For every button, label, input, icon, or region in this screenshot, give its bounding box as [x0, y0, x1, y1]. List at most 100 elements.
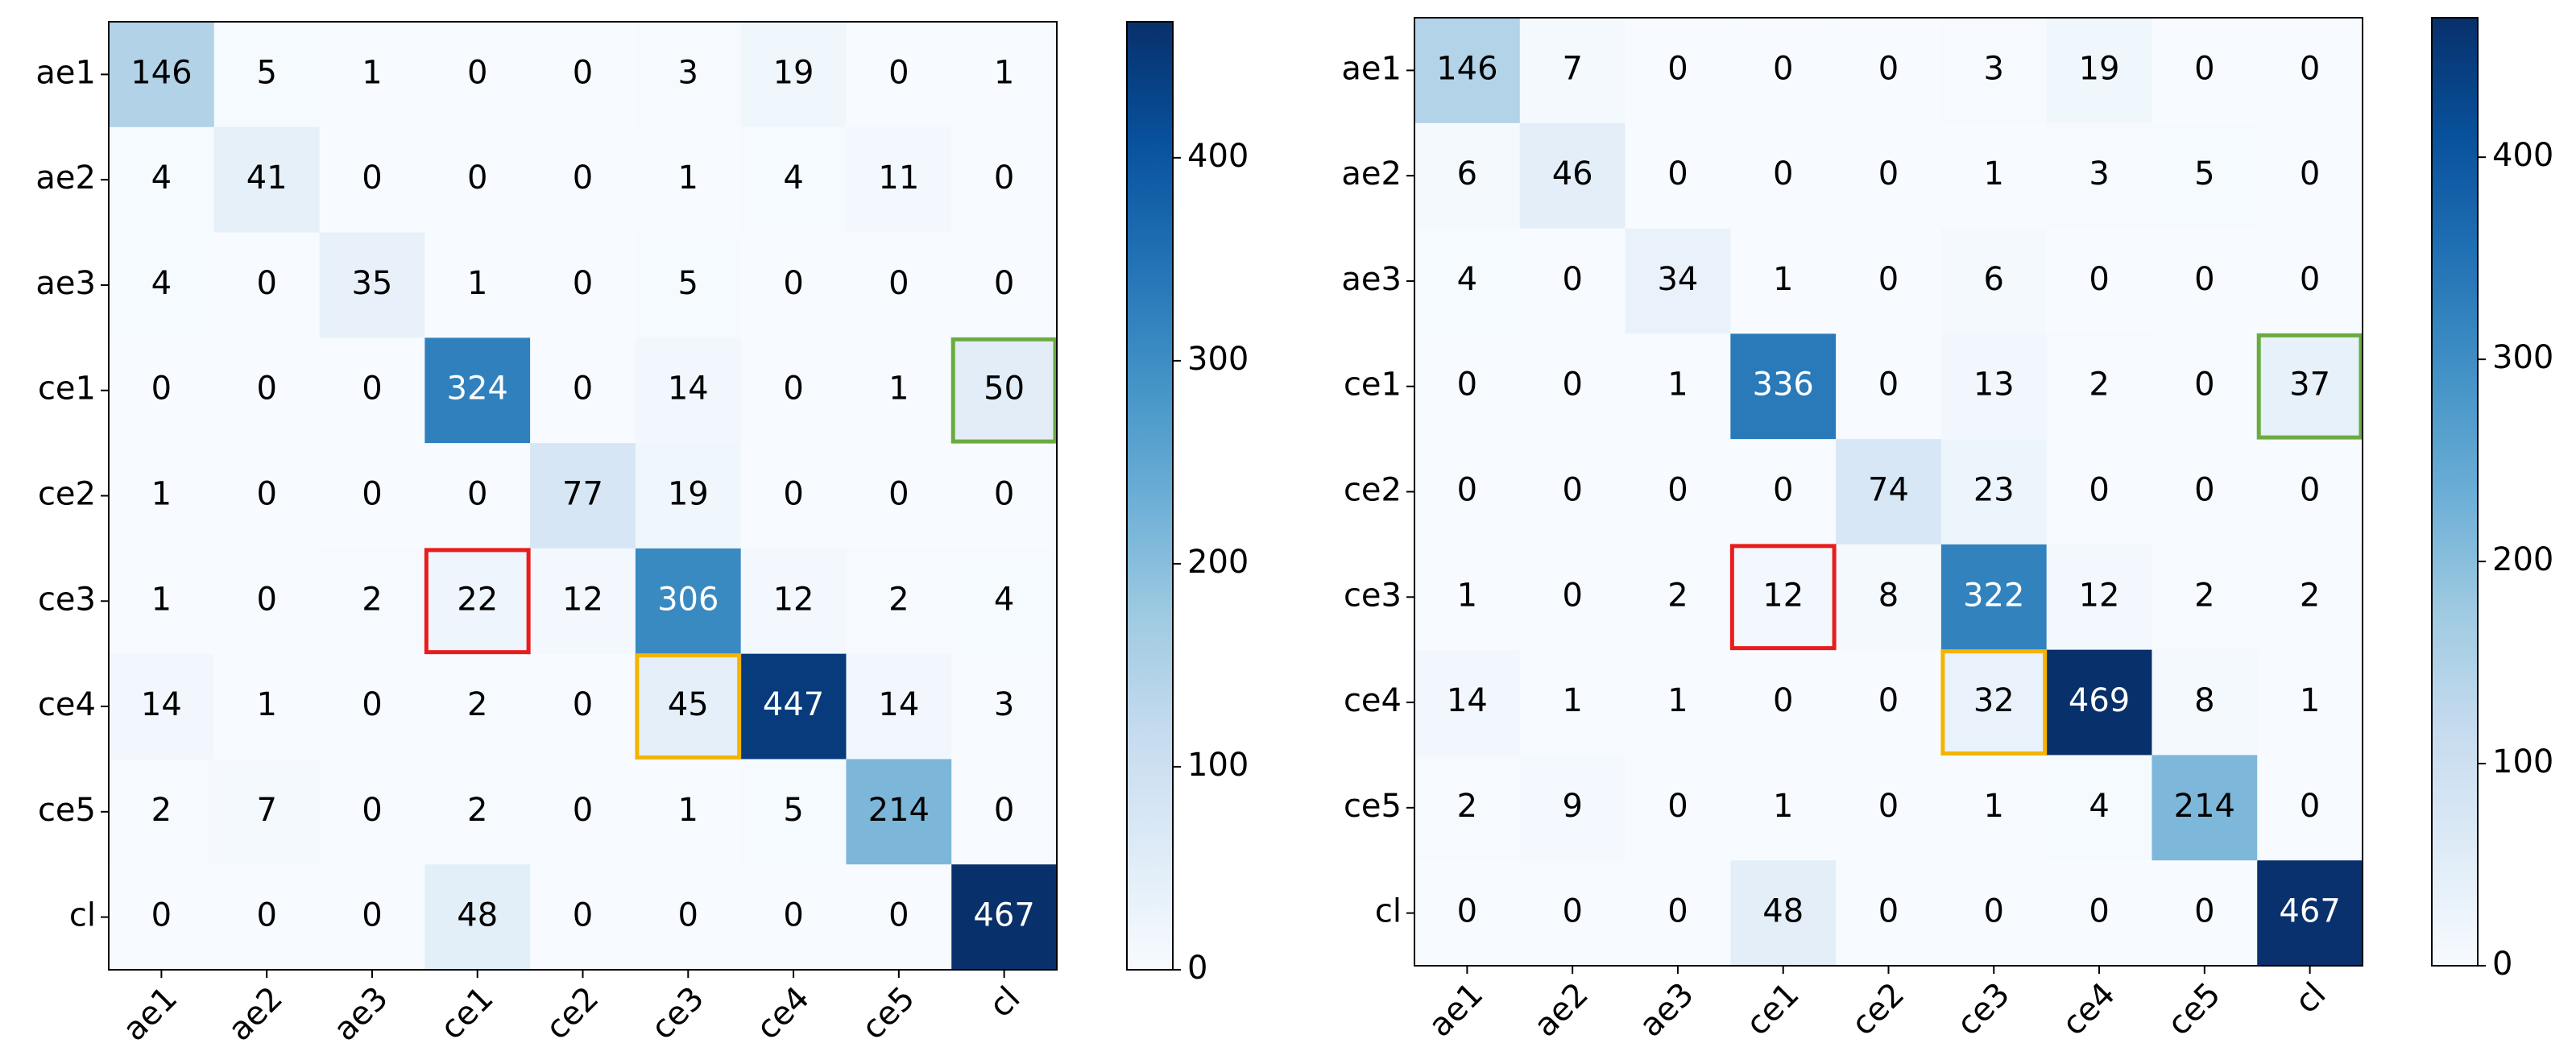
cell [740, 653, 847, 760]
cell [635, 548, 742, 655]
cell [951, 759, 1058, 865]
cell [319, 864, 425, 971]
cell-label: 8 [2194, 682, 2214, 719]
cell-label: 0 [1773, 50, 1793, 87]
cell [1414, 439, 1521, 545]
cell [1625, 439, 1731, 545]
cell-label: 0 [2089, 472, 2109, 509]
cell [1836, 755, 1942, 861]
colorbar [2431, 17, 2479, 967]
cell [1519, 755, 1626, 861]
cell [635, 759, 742, 865]
cell-label: 14 [878, 686, 919, 723]
cell-label: 1 [994, 54, 1014, 91]
y-tick-label: ae1 [1341, 50, 1402, 87]
cell-label: 0 [678, 897, 698, 934]
cell-label: 4 [2089, 788, 2109, 825]
cell [1519, 333, 1626, 440]
cell [425, 653, 531, 760]
cell [2151, 439, 2258, 545]
cell-label: 1 [256, 686, 276, 723]
cell-label: 3 [2089, 155, 2109, 193]
cell-label: 19 [668, 476, 709, 513]
cell [109, 653, 215, 760]
cell [109, 759, 215, 865]
cell [2257, 439, 2363, 545]
cell [319, 443, 425, 549]
cell [1519, 649, 1626, 756]
cell-label: 0 [994, 159, 1014, 197]
cell [1730, 649, 1837, 756]
cell [1940, 649, 2048, 756]
cell [2046, 122, 2152, 230]
cell-label: 322 [1963, 577, 2024, 614]
cell-label: 0 [1667, 155, 1688, 193]
cell-label: 0 [2194, 50, 2214, 87]
cell [213, 653, 321, 760]
cell-label: 467 [2279, 893, 2340, 930]
cell-label: 0 [573, 54, 593, 91]
cell [2151, 228, 2258, 334]
cell-label: 0 [1562, 577, 1582, 614]
cell-label: 2 [2300, 577, 2320, 614]
cell [530, 337, 636, 444]
cell [2151, 333, 2258, 440]
cell [213, 232, 321, 338]
cell-label: 1 [1773, 261, 1793, 298]
cell-label: 32 [1973, 682, 2015, 719]
cell-label: 50 [984, 371, 1025, 408]
cell-label: 0 [573, 897, 593, 934]
cell-label: 14 [141, 686, 182, 723]
cell-label: 0 [1878, 893, 1899, 930]
x-tick-label: ce1 [1739, 975, 1806, 1042]
cell-label: 3 [678, 54, 698, 91]
cell-label: 0 [2194, 366, 2214, 404]
cell-label: 0 [1457, 472, 1477, 509]
cell [2046, 228, 2152, 334]
x-tick-label: ce2 [539, 979, 606, 1046]
x-tick-label: ce4 [749, 979, 816, 1046]
cell-label: 4 [783, 159, 803, 197]
cell-label: 48 [1762, 893, 1804, 930]
cell-label: 5 [678, 265, 698, 302]
cell-label: 0 [256, 897, 276, 934]
y-tick-label: ce5 [38, 792, 96, 829]
cell-label: 0 [1667, 50, 1688, 87]
cell [1940, 333, 2048, 440]
cell [1519, 122, 1626, 230]
highlight-box [635, 653, 742, 760]
x-tick-label: ce2 [1845, 975, 1911, 1042]
cell-label: 0 [994, 265, 1014, 302]
cell-label: 0 [151, 897, 172, 934]
cell [740, 864, 847, 971]
cell [109, 548, 215, 655]
cell [846, 22, 952, 128]
cell [109, 443, 215, 549]
cell [1414, 18, 1521, 124]
cell [425, 337, 531, 444]
cell [109, 864, 215, 971]
cell [530, 759, 636, 865]
cell-label: 1 [151, 581, 172, 618]
cell-label: 0 [362, 897, 382, 934]
cell-label: 1 [151, 476, 172, 513]
cell [635, 653, 742, 760]
cell-label: 5 [256, 54, 276, 91]
cell-label: 2 [2194, 577, 2214, 614]
cell-label: 0 [783, 265, 803, 302]
highlight-box [1729, 544, 1837, 651]
cell [1836, 18, 1942, 124]
cell [319, 548, 425, 655]
cell [846, 443, 952, 549]
cell [109, 232, 215, 338]
cell-label: 469 [2069, 682, 2130, 719]
colorbar [1126, 21, 1174, 971]
cell [109, 22, 215, 128]
cell [740, 337, 847, 444]
cell-label: 12 [1762, 577, 1804, 614]
x-tick-label: ae3 [327, 979, 396, 1048]
cell-label: 0 [888, 54, 909, 91]
cell-label: 1 [2300, 682, 2320, 719]
cell [1836, 122, 1942, 230]
cell-label: 1 [888, 371, 909, 408]
